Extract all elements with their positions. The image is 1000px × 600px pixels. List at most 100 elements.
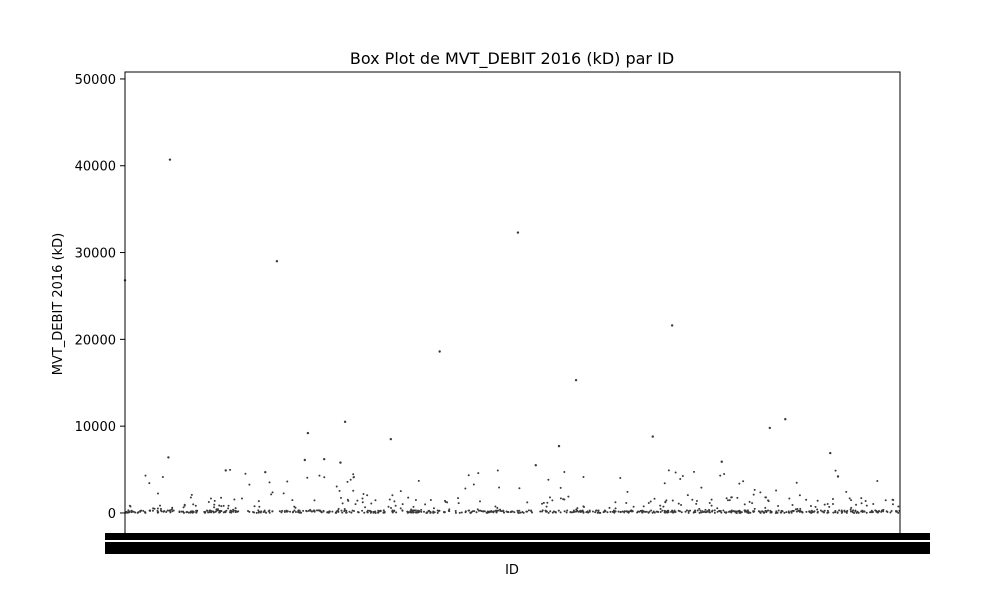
box-marker [212, 510, 215, 513]
box-marker [800, 510, 803, 513]
box-marker [583, 505, 586, 508]
box-marker [258, 505, 261, 508]
box-marker [777, 509, 780, 512]
box-marker [190, 493, 193, 496]
box-marker [691, 498, 694, 501]
box-marker [641, 511, 644, 514]
box-marker [613, 511, 616, 514]
box-marker [604, 510, 607, 513]
box-marker [748, 500, 751, 503]
outlier-point [303, 458, 306, 462]
box-marker [323, 476, 326, 479]
box-marker [545, 510, 548, 513]
box-marker [464, 487, 467, 490]
box-marker [850, 506, 853, 509]
box-marker [139, 510, 142, 513]
box-marker [779, 511, 782, 514]
box-marker [597, 509, 600, 512]
box-marker [876, 479, 879, 482]
box-marker [457, 497, 460, 500]
box-marker [505, 510, 508, 513]
box-marker [764, 509, 767, 512]
box-marker [710, 498, 713, 501]
box-marker [659, 507, 662, 510]
outlier-point [651, 435, 654, 438]
box-marker [299, 511, 302, 514]
outlier-point [389, 437, 393, 441]
box-marker [283, 510, 286, 513]
box-marker [775, 489, 778, 492]
box-marker [412, 505, 415, 508]
box-marker [331, 510, 334, 513]
box-marker [677, 502, 680, 505]
box-marker [698, 511, 701, 514]
box-marker [811, 511, 814, 514]
box-marker [171, 510, 174, 513]
box-marker [383, 510, 386, 513]
box-marker [410, 511, 413, 514]
box-marker [348, 510, 351, 513]
box-marker [392, 510, 395, 513]
box-marker [614, 507, 617, 510]
box-marker [641, 509, 644, 512]
box-marker [621, 510, 624, 513]
outlier-point [224, 469, 227, 472]
box-marker [169, 511, 172, 514]
box-marker [369, 511, 372, 514]
box-marker [783, 511, 786, 514]
box-marker [765, 496, 768, 499]
box-marker [742, 480, 745, 483]
box-marker [706, 510, 709, 513]
box-marker [719, 509, 722, 512]
box-marker [738, 482, 741, 485]
plot-frame [124, 71, 901, 540]
box-marker [549, 510, 552, 513]
box-marker [399, 507, 402, 510]
box-marker [513, 511, 516, 514]
box-marker [785, 511, 788, 514]
box-marker [220, 505, 223, 508]
box-marker [500, 510, 503, 513]
box-marker [369, 509, 372, 512]
box-marker [725, 511, 728, 514]
box-marker [775, 510, 778, 513]
box-marker [684, 510, 687, 513]
box-marker [305, 510, 308, 513]
box-marker [372, 511, 375, 514]
box-marker [390, 507, 393, 510]
box-marker [414, 499, 417, 502]
box-marker [186, 510, 189, 513]
box-marker [692, 470, 695, 473]
box-marker [805, 498, 808, 501]
box-marker [751, 502, 754, 505]
box-marker [222, 511, 225, 514]
box-marker [576, 507, 579, 510]
box-marker [767, 509, 770, 512]
box-marker [248, 483, 251, 486]
box-marker [166, 509, 169, 512]
box-marker [845, 511, 848, 514]
y-tick-label: 20000 [75, 333, 116, 348]
box-marker [522, 511, 525, 514]
box-marker [220, 496, 223, 499]
outlier-point [784, 418, 787, 421]
box-marker [511, 510, 514, 513]
outlier-point [264, 470, 267, 474]
box-marker [864, 499, 867, 502]
outlier-point [829, 451, 832, 455]
box-marker [647, 502, 650, 505]
box-marker [268, 481, 271, 484]
box-marker [664, 501, 667, 504]
x-tick-labels-overlap [105, 542, 930, 554]
box-marker [776, 511, 779, 514]
box-marker [448, 508, 451, 511]
box-marker [716, 507, 719, 510]
box-marker [232, 510, 235, 513]
box-marker [630, 509, 633, 512]
box-marker [244, 472, 247, 475]
box-marker [352, 473, 355, 476]
box-marker [294, 506, 297, 509]
box-marker [759, 491, 762, 494]
box-marker [477, 472, 480, 475]
box-marker [562, 498, 565, 501]
